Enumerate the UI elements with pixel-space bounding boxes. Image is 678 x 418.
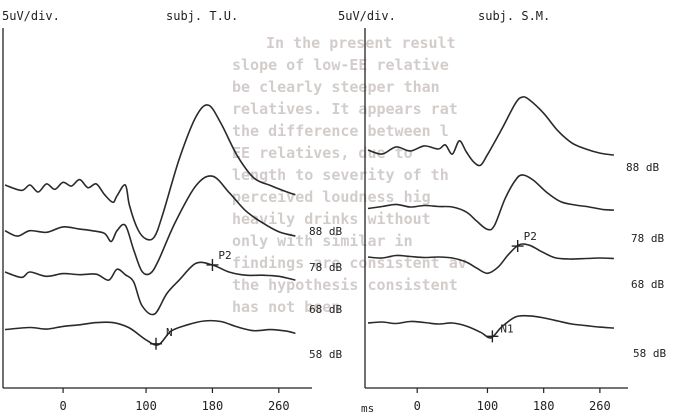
panel-sm-x-tick-label: 180 xyxy=(533,399,555,413)
panel-sm-x-tick-label: 100 xyxy=(477,399,499,413)
panel-sm-peak-marker xyxy=(486,330,499,343)
panel-tu-peak-label: P2 xyxy=(218,249,231,262)
panel-sm: 5uV/div. subj. S.M. ms 88 dB 78 dB 68 dB 58… xyxy=(338,9,666,415)
panel-sm-series-label: 68 dB xyxy=(631,278,664,291)
panel-tu-series-label: 68 dB xyxy=(309,303,342,316)
panel-tu-series-label: 78 dB xyxy=(309,261,342,274)
panel-sm-title: subj. S.M. xyxy=(478,9,550,23)
svg-text:be clearly steeper than: be clearly steeper than xyxy=(232,78,440,96)
svg-text:findings are consistent av: findings are consistent av xyxy=(232,254,467,272)
panel-sm-series-68-db xyxy=(367,243,614,275)
panel-sm-x-tick-label: 0 xyxy=(414,399,421,413)
panel-tu-x-tick-label: 100 xyxy=(135,399,157,413)
panel-sm-series-label: 58 dB xyxy=(633,347,666,360)
panel-tu-series-label: 58 dB xyxy=(309,348,342,361)
panel-sm-series-78-db xyxy=(367,174,614,231)
svg-text:relatives. It appears rat: relatives. It appears rat xyxy=(232,100,458,118)
panel-tu-series-label: 88 dB xyxy=(309,225,342,238)
panel-sm-series-label: 88 dB xyxy=(626,161,659,174)
panel-sm-peak-marker xyxy=(511,240,524,253)
panel-sm-series-58-db xyxy=(367,314,614,339)
panel-sm-series-88-db xyxy=(367,96,615,167)
svg-text:length to severity of th: length to severity of th xyxy=(232,166,449,184)
svg-text:only with similar in: only with similar in xyxy=(232,232,413,250)
svg-text:EE relatives, due to: EE relatives, due to xyxy=(232,144,413,162)
svg-text:the hypothesis consistent: the hypothesis consistent xyxy=(232,276,458,294)
panel-tu: 5uV/div. subj. T.U. 88 dB 78 dB 68 dB 58 dB… xyxy=(2,9,342,413)
svg-text:perceived loudness hig: perceived loudness hig xyxy=(232,188,431,206)
panel-tu-series-68-db xyxy=(4,261,296,316)
panel-sm-x-tick-label: 260 xyxy=(589,399,611,413)
panel-sm-scale-label: 5uV/div. xyxy=(338,9,396,23)
panel-tu-x-tick-label: 180 xyxy=(202,399,224,413)
panel-tu-series-88-db xyxy=(4,104,296,241)
panel-tu-series-78-db xyxy=(4,175,296,276)
panel-sm-series-label: 78 dB xyxy=(631,232,664,245)
panel-tu-title: subj. T.U. xyxy=(166,9,238,23)
panel-sm-peak-label: P2 xyxy=(524,230,537,243)
svg-text:has not been: has not been xyxy=(232,298,340,316)
panel-tu-x-tick-label: 0 xyxy=(59,399,66,413)
panel-tu-scale-label: 5uV/div. xyxy=(2,9,60,23)
svg-text:slope of low-EE relative: slope of low-EE relative xyxy=(232,56,449,74)
panel-tu-series-58-db xyxy=(4,319,296,346)
svg-text:In the present result: In the present result xyxy=(266,34,456,52)
panel-tu-x-tick-label: 260 xyxy=(268,399,290,413)
svg-text:the difference between l: the difference between l xyxy=(232,122,449,140)
svg-text:heavily drinks without: heavily drinks without xyxy=(232,210,431,228)
panel-tu-peak-marker xyxy=(206,258,219,271)
panel-tu-peak-label: N xyxy=(166,326,173,339)
panel-sm-peak-label: N1 xyxy=(500,322,513,335)
panel-tu-peak-marker xyxy=(150,337,163,350)
panel-sm-x-unit: ms xyxy=(361,402,374,415)
